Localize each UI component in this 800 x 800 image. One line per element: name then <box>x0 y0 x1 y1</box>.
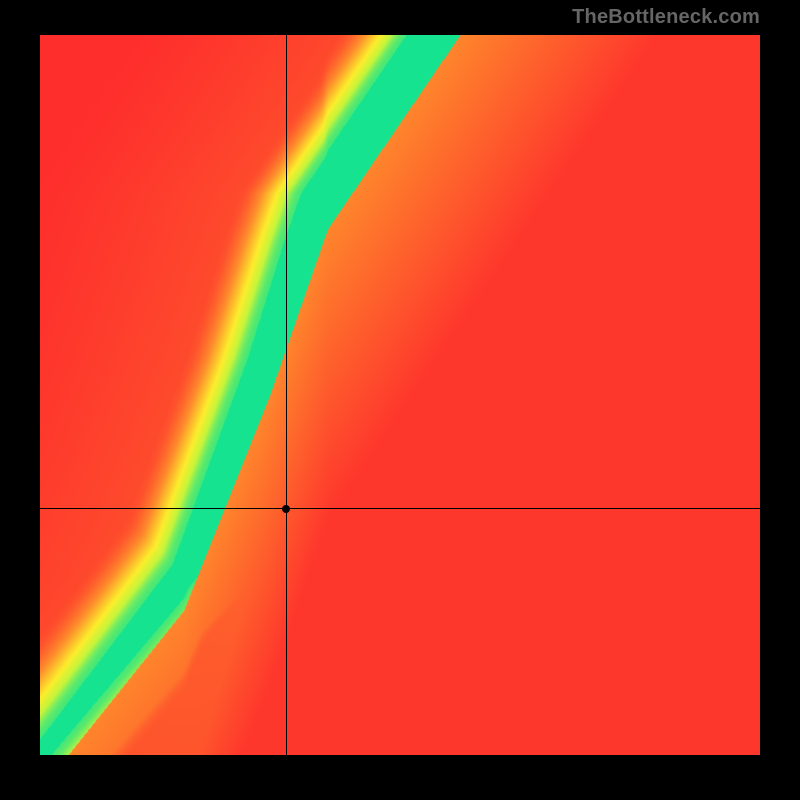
watermark-text: TheBottleneck.com <box>572 6 760 29</box>
crosshair-marker <box>282 505 290 513</box>
crosshair-horizontal <box>40 508 760 509</box>
crosshair-vertical <box>286 35 287 755</box>
bottleneck-heatmap <box>40 35 760 755</box>
